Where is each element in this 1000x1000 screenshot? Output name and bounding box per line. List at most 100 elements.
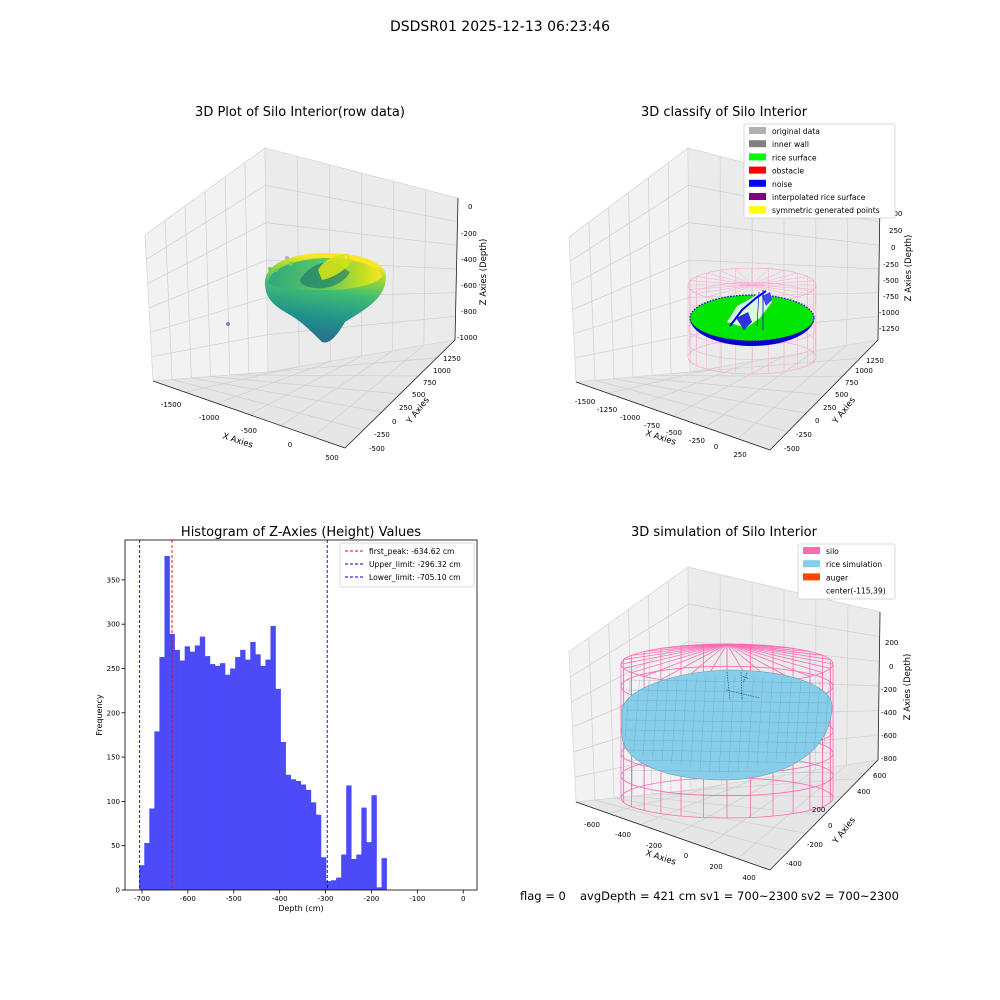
legend-label: Upper_limit: -296.32 cm bbox=[369, 560, 461, 569]
ztick: -400 bbox=[461, 256, 477, 264]
histogram-bar bbox=[265, 659, 271, 890]
legend-swatch bbox=[803, 547, 820, 554]
xtick: -1000 bbox=[199, 414, 219, 422]
xtick: -1500 bbox=[575, 398, 595, 406]
histogram-bar bbox=[189, 651, 196, 890]
ytick: 1250 bbox=[866, 357, 884, 365]
histogram-bar bbox=[174, 649, 180, 890]
ztick: -500 bbox=[883, 277, 899, 285]
x-tick-label: -200 bbox=[364, 895, 380, 903]
xtick: -250 bbox=[689, 437, 705, 445]
sv2-text: sv2 = 700~2300 bbox=[801, 889, 899, 903]
ztick: 0 bbox=[468, 203, 472, 211]
y-axis-label: Frequency bbox=[95, 694, 104, 736]
xtick: -1000 bbox=[620, 414, 640, 422]
x-tick-label: -400 bbox=[272, 895, 288, 903]
histogram-bar bbox=[280, 742, 286, 890]
y-tick-label: 250 bbox=[107, 665, 120, 673]
z-axis-label: Z Axies (Depth) bbox=[904, 235, 914, 302]
y-tick-label: 0 bbox=[116, 887, 120, 895]
legend-swatch bbox=[803, 560, 820, 568]
x-axis-label: X Axies bbox=[644, 848, 677, 867]
xtick: -400 bbox=[615, 831, 631, 839]
legend-label: rice simulation bbox=[826, 560, 882, 569]
panel1-title: 3D Plot of Silo Interior(row data) bbox=[195, 105, 405, 120]
xtick: 0 bbox=[714, 443, 718, 451]
ztick: -400 bbox=[881, 709, 897, 717]
histogram-bar bbox=[381, 858, 387, 890]
ytick: 500 bbox=[412, 391, 425, 399]
legend-label: noise bbox=[772, 180, 793, 189]
silo-simulation: --|-- bbox=[620, 643, 834, 819]
ztick: -250 bbox=[883, 261, 899, 269]
ytick: -500 bbox=[784, 445, 800, 453]
ytick: -250 bbox=[374, 431, 390, 439]
xtick: 500 bbox=[325, 454, 338, 462]
legend-label: first_peak: -634.62 cm bbox=[369, 547, 454, 556]
raw-point-cloud bbox=[226, 253, 386, 343]
ytick: 250 bbox=[399, 404, 412, 412]
ztick: -600 bbox=[881, 732, 897, 740]
histogram-bar bbox=[199, 636, 206, 890]
rice-surface bbox=[621, 669, 833, 781]
ztick: -1000 bbox=[457, 334, 477, 342]
panel-histogram: Histogram of Z-Axies (Height) Values -70… bbox=[95, 525, 478, 913]
legend-label: symmetric generated points bbox=[772, 206, 880, 215]
histogram-bar bbox=[341, 854, 347, 890]
histogram-bar bbox=[164, 555, 170, 890]
flag-text: flag = 0 bbox=[520, 889, 566, 903]
legend-swatch bbox=[749, 153, 766, 161]
legend: silo rice simulation auger center(-115,39) bbox=[797, 543, 896, 600]
ytick: 0 bbox=[815, 417, 819, 425]
y-tick-label: 50 bbox=[111, 842, 120, 850]
avg-depth-text: avgDepth = 421 cm bbox=[580, 889, 696, 903]
y-tick-label: 150 bbox=[107, 754, 120, 762]
histogram-bar bbox=[346, 785, 352, 890]
histogram-bar bbox=[290, 779, 297, 890]
ztick: -800 bbox=[881, 755, 897, 763]
legend-swatch bbox=[749, 193, 766, 200]
histogram-bar bbox=[214, 665, 221, 890]
histogram-bar bbox=[331, 880, 337, 890]
status-line: flag = 0 avgDepth = 421 cm sv1 = 700~230… bbox=[520, 889, 899, 903]
ytick: 750 bbox=[845, 379, 858, 387]
xtick: -500 bbox=[241, 427, 257, 435]
y-axis-label: Y Axies bbox=[830, 815, 858, 847]
histogram-bar bbox=[204, 656, 211, 890]
y-tick-label: 350 bbox=[107, 576, 120, 584]
x-axis-label: Depth (cm) bbox=[278, 904, 323, 913]
histogram-bar bbox=[270, 625, 276, 890]
ytick: 600 bbox=[873, 772, 886, 780]
xtick: -500 bbox=[666, 429, 682, 437]
svg-text:--|--: --|-- bbox=[740, 671, 750, 683]
histogram-bars bbox=[139, 555, 387, 890]
panel-classify-3d: 3D classify of Silo Interior -1500 -1250 bbox=[568, 105, 914, 459]
xtick: 200 bbox=[709, 863, 722, 871]
legend-label: auger bbox=[826, 573, 849, 582]
xtick: -750 bbox=[644, 422, 660, 430]
z-axis-label: Z Axies (Depth) bbox=[479, 239, 489, 306]
y-tick-label: 100 bbox=[107, 798, 120, 806]
x-tick-label: -500 bbox=[226, 895, 242, 903]
ytick: -400 bbox=[786, 860, 802, 868]
histogram-bar bbox=[300, 784, 307, 890]
histogram-bar bbox=[209, 664, 216, 890]
legend-swatch bbox=[749, 179, 766, 187]
histogram-bar bbox=[230, 668, 236, 890]
histogram-bar bbox=[275, 688, 281, 890]
histogram-bar bbox=[376, 887, 382, 890]
ytick: 1000 bbox=[855, 367, 873, 375]
histogram-bar bbox=[361, 807, 367, 890]
ztick: -800 bbox=[461, 308, 477, 316]
histogram-bar bbox=[310, 802, 317, 890]
z-axis-label: Z Axies (Depth) bbox=[903, 654, 913, 721]
histogram-bar bbox=[250, 641, 256, 890]
ytick: 400 bbox=[857, 788, 870, 796]
legend-label: obstacle bbox=[772, 167, 804, 176]
x-tick-label: -600 bbox=[180, 895, 196, 903]
histogram-bar bbox=[194, 645, 201, 890]
histogram-bar bbox=[144, 843, 150, 890]
ytick: 1250 bbox=[443, 355, 461, 363]
histogram-bar bbox=[139, 865, 145, 890]
